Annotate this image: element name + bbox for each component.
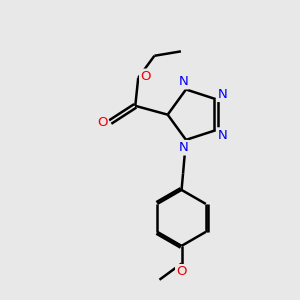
Text: O: O <box>140 70 151 83</box>
Text: N: N <box>218 129 227 142</box>
Text: N: N <box>178 141 188 154</box>
Text: N: N <box>218 88 227 101</box>
Text: O: O <box>97 116 107 128</box>
Text: N: N <box>178 75 188 88</box>
Text: O: O <box>176 265 187 278</box>
